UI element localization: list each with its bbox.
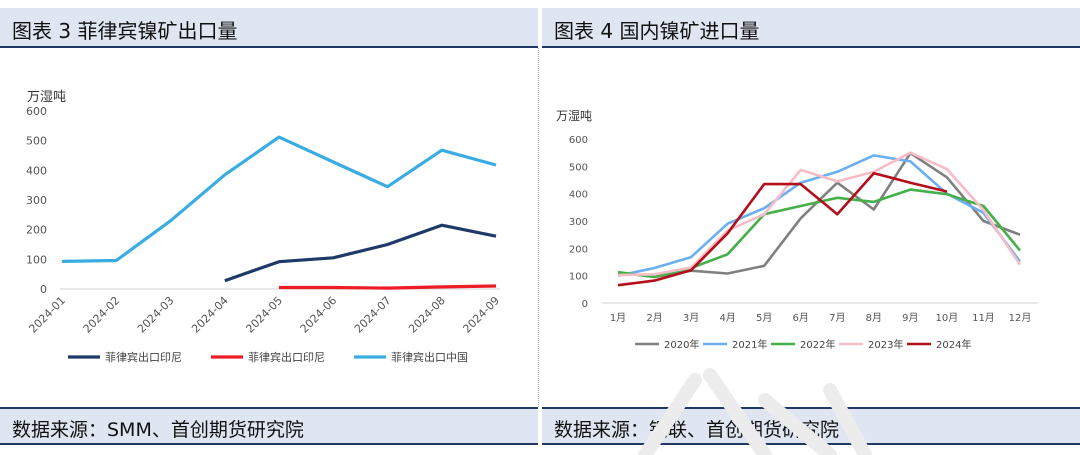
y-tick-label: 600 bbox=[26, 105, 47, 118]
right-chart-title: 图表 4 国内镍矿进口量 bbox=[554, 19, 760, 43]
right-chart: 万湿吨 0 100 200 300 400 500 600 1月 2月 3月 4月 5月 6月 7月 8月 9月… bbox=[556, 108, 1038, 351]
left-source-bar: 数据来源：SMM、首创期货研究院 bbox=[0, 409, 538, 443]
x-tick-label: 8月 bbox=[866, 312, 882, 324]
x-tick-label: 2024-07 bbox=[352, 294, 394, 336]
y-tick-label: 400 bbox=[26, 164, 47, 177]
series-line-2 bbox=[279, 284, 497, 290]
x-tick-label: 2024-08 bbox=[406, 294, 448, 336]
left-source-text: 数据来源：SMM、首创期货研究院 bbox=[12, 419, 304, 441]
series-line-3 bbox=[617, 188, 1022, 279]
legend-label-2: 菲律宾出口印尼 bbox=[248, 350, 325, 364]
y-tick-label: 500 bbox=[569, 162, 588, 173]
x-tick-label: 9月 bbox=[902, 312, 918, 324]
series-line-1 bbox=[617, 151, 1021, 279]
x-tick-label: 2024-02 bbox=[81, 294, 123, 336]
y-tick-label: 100 bbox=[569, 272, 588, 283]
y-tick-label: 200 bbox=[569, 244, 588, 255]
series-line-3 bbox=[61, 135, 497, 263]
legend-label-4: 2023年 bbox=[868, 338, 903, 351]
legend-label-2: 2021年 bbox=[732, 338, 767, 351]
y-tick-label: 600 bbox=[569, 135, 588, 146]
x-tick-label: 11月 bbox=[972, 312, 995, 324]
y-tick-label: 100 bbox=[26, 253, 47, 266]
legend-label-5: 2024年 bbox=[936, 338, 971, 351]
y-tick-label: 300 bbox=[569, 217, 588, 228]
series-line-1 bbox=[224, 223, 497, 283]
series-line-4 bbox=[617, 151, 1022, 277]
y-tick-label: 300 bbox=[26, 194, 47, 207]
legend-label-3: 2022年 bbox=[800, 338, 835, 351]
series-line-2 bbox=[617, 154, 1022, 277]
x-tick-label: 2024-05 bbox=[243, 294, 285, 336]
x-tick-label: 12月 bbox=[1009, 312, 1032, 324]
left-chart: 万湿吨 0 100 200 300 400 500 600 2024-01 2024-02 2024… bbox=[26, 90, 502, 364]
y-axis-label: 万湿吨 bbox=[556, 108, 592, 123]
x-tick-label: 2024-06 bbox=[298, 294, 340, 336]
legend-label-1: 菲律宾出口印尼 bbox=[105, 350, 182, 364]
x-tick-label: 1月 bbox=[610, 312, 626, 324]
right-source-bar: 数据来源：钢联、首创期货研究院 bbox=[542, 409, 1080, 443]
x-tick-label: 10月 bbox=[936, 312, 959, 324]
y-tick-label: 400 bbox=[569, 190, 588, 201]
left-source-rule-bottom bbox=[0, 443, 538, 445]
x-tick-label: 2024-09 bbox=[460, 294, 502, 336]
y-tick-label: 500 bbox=[26, 135, 47, 148]
right-source-rule-bottom bbox=[542, 443, 1080, 445]
right-title-rule bbox=[542, 46, 1080, 48]
y-tick-label: 200 bbox=[26, 224, 47, 237]
y-tick-label: 0 bbox=[582, 299, 588, 310]
x-tick-label: 5月 bbox=[756, 312, 772, 324]
right-panel: 图表 4 国内镍矿进口量 万湿吨 0 100 200 300 400 500 600 1月 2月 3… bbox=[542, 0, 1080, 455]
x-tick-label: 7月 bbox=[829, 312, 845, 324]
left-title-bar: 图表 3 菲律宾镍矿出口量 bbox=[0, 8, 538, 46]
y-axis-label: 万湿吨 bbox=[27, 90, 66, 105]
series-line-5 bbox=[617, 171, 948, 287]
x-tick-label: 2024-03 bbox=[135, 294, 177, 336]
panel-divider bbox=[538, 48, 539, 407]
x-tick-label: 6月 bbox=[793, 312, 809, 324]
left-chart-title: 图表 3 菲律宾镍矿出口量 bbox=[12, 19, 238, 43]
left-panel: 图表 3 菲律宾镍矿出口量 万湿吨 0 100 200 300 400 500 600 2024… bbox=[0, 0, 538, 455]
left-title-rule bbox=[0, 46, 538, 48]
x-tick-label: 3月 bbox=[683, 312, 699, 324]
x-tick-label: 2024-04 bbox=[189, 294, 231, 336]
x-tick-label: 2月 bbox=[646, 312, 662, 324]
right-title-bar: 图表 4 国内镍矿进口量 bbox=[542, 8, 1080, 46]
legend-label-1: 2020年 bbox=[664, 338, 699, 351]
y-tick-label: 0 bbox=[40, 283, 47, 296]
right-source-text: 数据来源：钢联、首创期货研究院 bbox=[554, 419, 840, 441]
x-tick-label: 4月 bbox=[719, 312, 735, 324]
legend-label-3: 菲律宾出口中国 bbox=[391, 350, 468, 364]
x-tick-label: 2024-01 bbox=[26, 294, 68, 336]
left-source-rule-top bbox=[0, 407, 538, 409]
